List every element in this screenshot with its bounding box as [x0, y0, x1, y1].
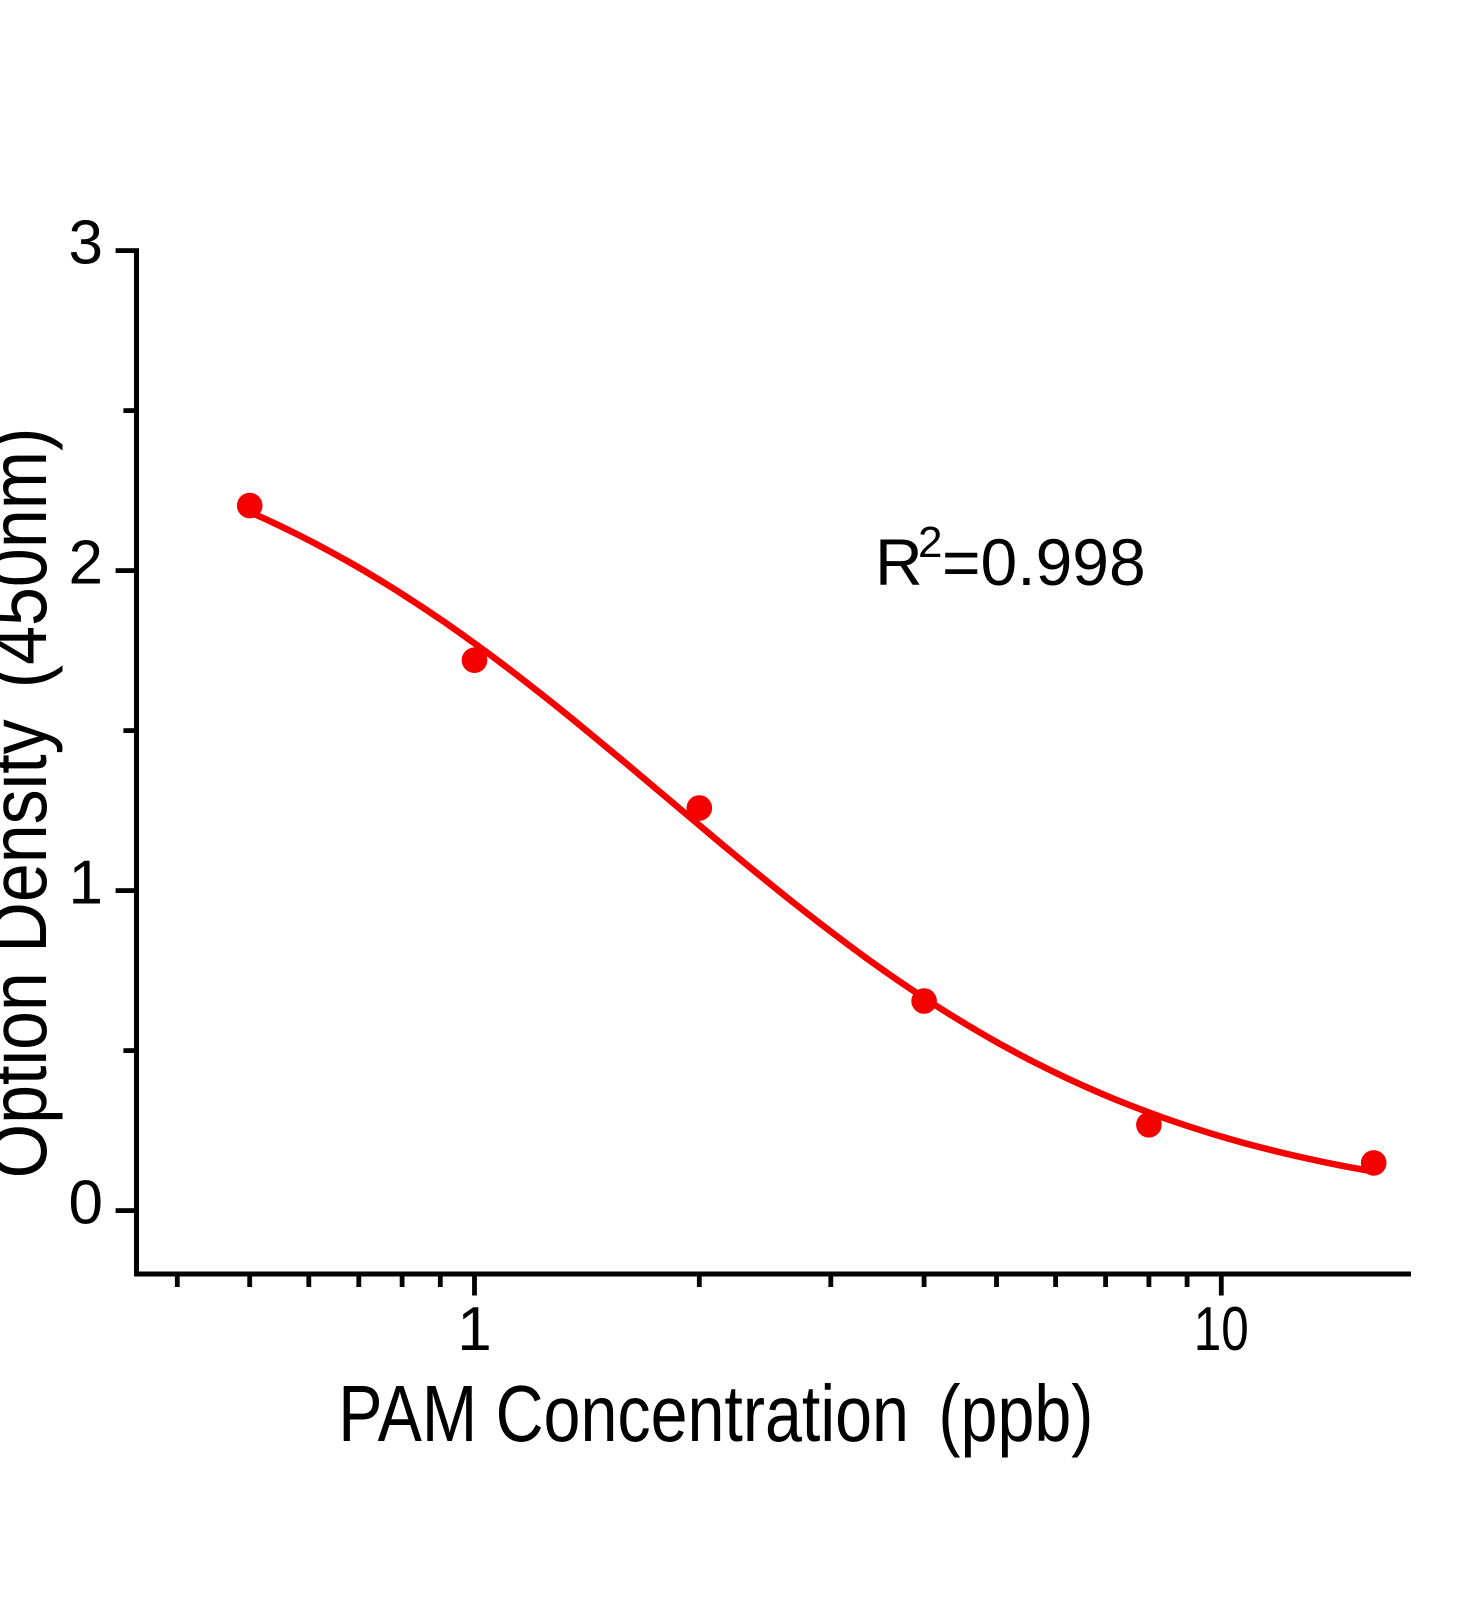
svg-text:=0.998: =0.998: [942, 525, 1146, 599]
svg-text:R: R: [875, 525, 923, 599]
svg-text:Option Density (450nm): Option Density (450nm): [0, 428, 63, 1179]
svg-text:1: 1: [457, 1295, 491, 1364]
svg-text:1: 1: [69, 849, 103, 918]
svg-text:PAM Concentration (ppb): PAM Concentration (ppb): [338, 1368, 1093, 1458]
svg-text:2: 2: [69, 529, 103, 598]
svg-text:3: 3: [69, 209, 103, 278]
svg-text:2: 2: [918, 518, 942, 567]
svg-text:10: 10: [1194, 1295, 1249, 1364]
svg-text:0: 0: [69, 1169, 103, 1238]
